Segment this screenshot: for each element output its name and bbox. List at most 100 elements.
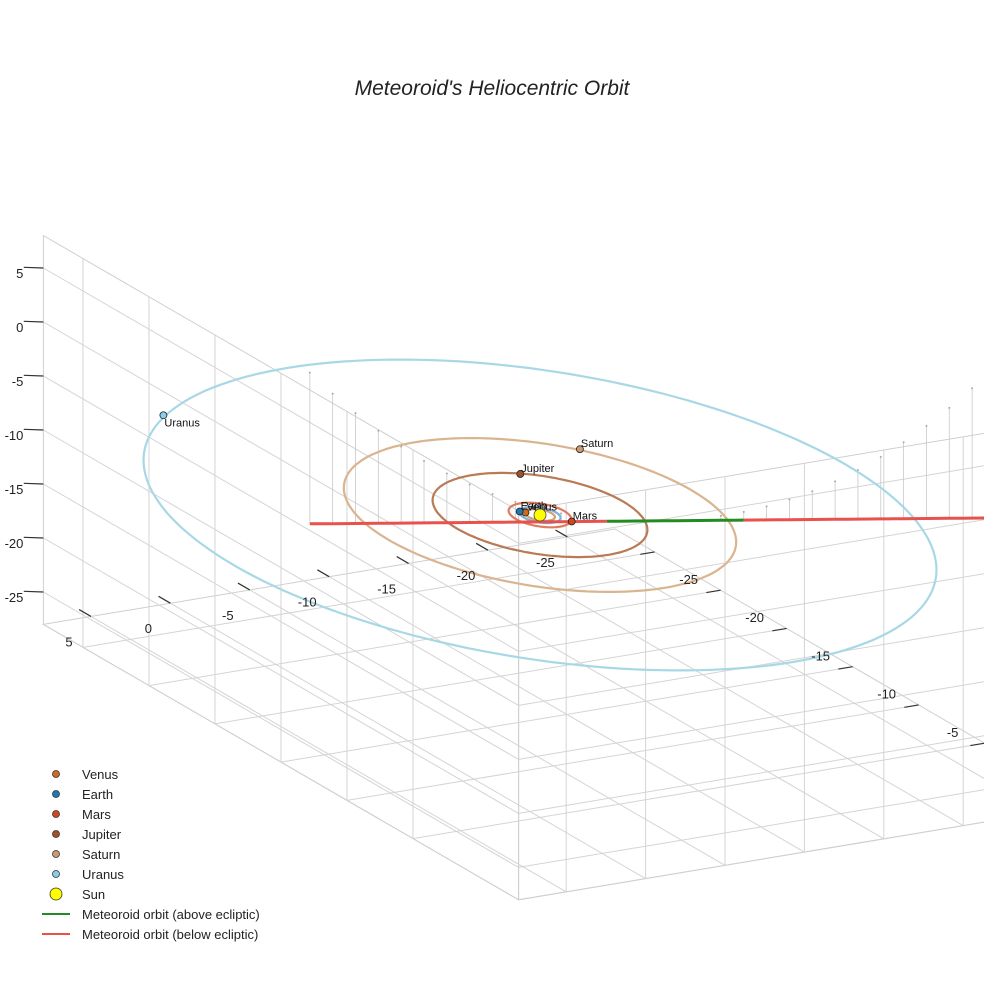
y-tick-mark [904,704,919,708]
stem-tip [811,490,814,493]
grid-lines [43,258,984,893]
planet-label-mars: Mars [573,511,598,523]
stem-tip [491,492,494,495]
meteoroid-orbit-below [309,519,607,526]
z-tick-mark [23,482,44,485]
y-tick-label: -10 [877,687,896,702]
legend-dot-swatch [52,770,60,778]
stem-tip [742,510,745,513]
grid-line-z-wall-y [518,681,984,760]
planet-jupiter [516,470,525,478]
x-tick-label: -10 [298,595,317,610]
z-tick-label: 5 [16,266,23,281]
legend-label: Saturn [82,847,120,862]
grid-line-y-floor [280,666,853,763]
stem-tip [582,516,585,519]
planet-label-uranus: Uranus [164,417,200,429]
z-tick-label: -25 [5,590,24,605]
stem-tip [468,483,471,486]
x-tick-label: -5 [222,608,234,623]
legend-label: Venus [82,767,119,782]
stem-tip [879,455,882,458]
y-tick-label: -20 [745,610,764,625]
meteoroid-orbit-above [606,518,744,523]
x-tick-mark [396,556,409,564]
planet-label-saturn: Saturn [581,438,613,450]
planet-label-jupiter: Jupiter [521,463,554,475]
stem-tip [765,505,768,508]
grid-line-y-floor [412,742,984,840]
planet-mars [567,517,576,526]
grid-line-z-wall-y [518,627,984,706]
orbit-saturn [342,437,738,594]
x-tick-mark [78,609,92,617]
legend-label: Meteoroid orbit (below ecliptic) [82,927,258,942]
grid-line-z-wall-x [43,375,519,652]
legend-label: Meteoroid orbit (above ecliptic) [82,907,260,922]
legend-label: Uranus [82,867,124,882]
z-tick-mark [23,320,44,323]
y-tick-label: -5 [947,725,959,740]
z-tick-mark [23,374,44,377]
sun-marker [533,508,547,522]
stem-tip [331,392,334,395]
x-tick-mark [555,529,568,538]
x-tick-label: 0 [145,621,152,636]
z-tick-label: -5 [12,374,24,389]
stem-tip [377,429,380,432]
grid-line-z-wall-x [43,429,519,706]
x-tick-label: -20 [457,568,476,583]
grid-line-z-wall-y [518,573,984,652]
z-tick-label: -10 [5,428,24,443]
z-tick-mark [23,266,44,269]
z-tick-mark [23,536,44,539]
x-tick-mark [475,542,489,551]
x-tick-label: -15 [377,581,396,596]
stem-tip [902,441,905,444]
z-tick-label: 0 [16,320,23,335]
planet-earth [515,507,524,516]
legend-dot-swatch [52,830,60,838]
meteoroid-orbit [309,516,984,526]
y-tick-mark [706,589,721,594]
grid-line-z-wall-y [518,789,984,868]
grid-line-y-floor [214,627,787,725]
y-tick-mark [838,666,853,670]
chart-title: Meteoroid's Heliocentric Orbit [355,77,631,100]
legend-label: Jupiter [82,827,122,842]
axis-ticks: -25-20-15-10-505-25-20-15-10-5050-5-10-1… [5,266,984,747]
stem-tip [788,498,791,501]
legend-label: Mars [82,807,111,822]
legend-dot-swatch [52,870,60,878]
legend-dot-swatch [52,810,60,818]
y-tick-mark [772,627,787,632]
stem-tip [971,387,974,390]
orbit-jupiter [431,471,649,559]
stem-tip [308,371,311,374]
planet-uranus [159,411,168,420]
z-tick-label: -20 [5,536,24,551]
back-wall-y [518,432,984,901]
legend-dot-swatch [52,850,60,858]
stem-tip [948,406,951,409]
stem-tip [354,412,357,415]
grid-line-z-wall-x [43,483,519,760]
legend-dot-swatch [49,887,63,901]
grid-line-z-wall-y [518,519,984,598]
axis-panes [41,234,984,901]
grid-line-z-wall-y [518,465,984,544]
z-tick-label: -15 [5,482,24,497]
legend: Venus Earth Mars Jupiter Saturn Uranus Sun Mete… [42,767,260,942]
legend-dot-swatch [52,790,60,798]
x-tick-label: 5 [65,634,72,649]
planet-saturn [576,445,584,454]
grid-line-z-wall-y [518,735,984,814]
stem-tip [719,514,722,517]
grid-line-y-floor [148,589,721,687]
legend-label: Earth [82,787,113,802]
stem-tip [834,480,837,483]
grid-line-y-floor [82,551,655,648]
stem-tip [560,512,563,515]
